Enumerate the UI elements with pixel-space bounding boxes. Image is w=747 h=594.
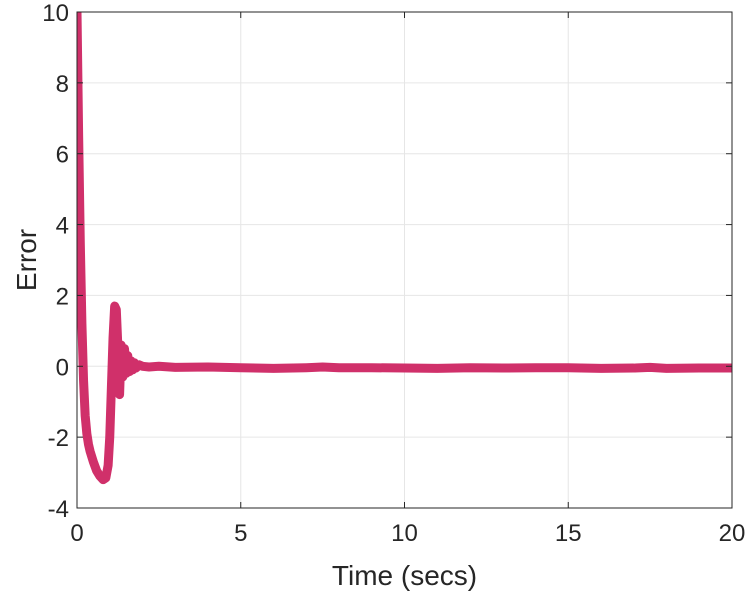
x-axis-label: Time (secs)	[332, 560, 477, 591]
x-tick-label: 0	[70, 520, 83, 547]
y-tick-label: 6	[56, 142, 69, 169]
y-tick-label: 4	[56, 213, 69, 240]
y-tick-label: 2	[56, 283, 69, 310]
plot-box	[76, 11, 733, 509]
x-tick-label: 10	[391, 520, 418, 547]
y-tick-label: 10	[42, 0, 69, 27]
axes	[76, 11, 733, 509]
y-tick-label: 8	[56, 71, 69, 98]
series-line-0	[77, 12, 732, 485]
x-tick-label: 5	[234, 520, 247, 547]
x-tick-label: 20	[719, 520, 746, 547]
y-tick-label: 0	[56, 354, 69, 381]
y-tick-label: -4	[48, 496, 69, 523]
grid	[76, 11, 733, 509]
tick-labels: 0 5 10 15 20 -4 -2 0 2 4 6 8 10	[42, 0, 745, 547]
x-tick-label: 15	[555, 520, 582, 547]
series-layer	[77, 12, 732, 485]
y-axis-label: Error	[11, 229, 42, 291]
y-tick-label: -2	[48, 425, 69, 452]
